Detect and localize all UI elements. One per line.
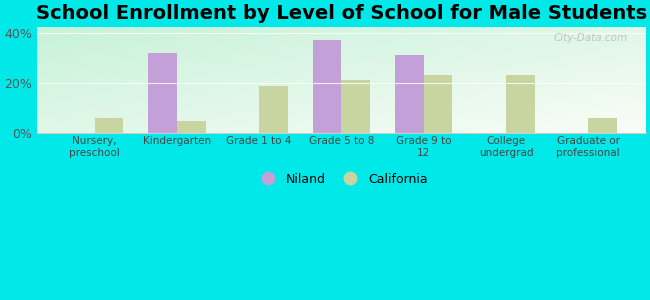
Bar bbox=[424, 75, 452, 134]
Bar bbox=[588, 118, 617, 134]
Bar bbox=[177, 121, 205, 134]
Bar bbox=[395, 55, 424, 134]
Legend: Niland, California: Niland, California bbox=[250, 168, 432, 191]
Bar bbox=[506, 75, 535, 134]
Bar bbox=[94, 118, 124, 134]
Bar bbox=[313, 40, 341, 134]
Bar bbox=[259, 85, 288, 134]
Title: School Enrollment by Level of School for Male Students: School Enrollment by Level of School for… bbox=[36, 4, 647, 23]
Bar bbox=[341, 80, 370, 134]
Text: City-Data.com: City-Data.com bbox=[553, 33, 627, 43]
Bar bbox=[148, 53, 177, 134]
